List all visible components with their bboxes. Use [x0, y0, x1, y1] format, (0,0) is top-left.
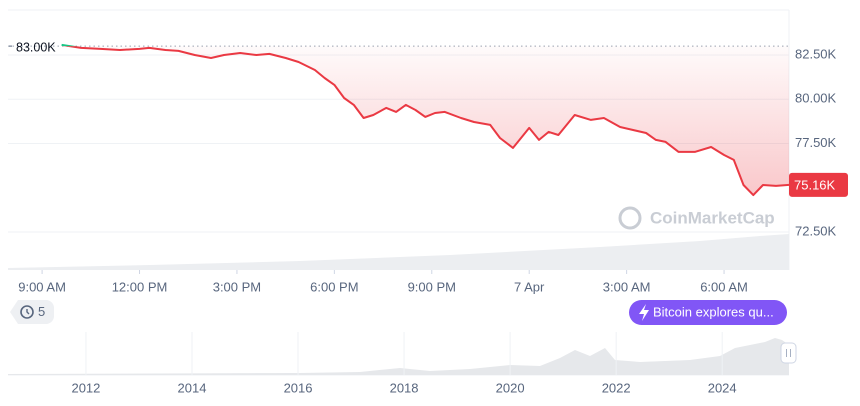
x-tick-label: 9:00 AM: [18, 279, 66, 294]
volume-area: [8, 234, 789, 270]
x-tick-label: 9:00 PM: [408, 279, 456, 294]
x-tick-label: 12:00 PM: [112, 279, 168, 294]
navigator-handle[interactable]: [780, 342, 797, 364]
last-value-badge: [789, 172, 848, 197]
navigator-year-label: 2018: [390, 380, 419, 395]
watermark-logo: [618, 206, 642, 230]
y-tick-label: 80.00K: [795, 91, 837, 106]
x-tick-label: 6:00 PM: [310, 279, 358, 294]
watermark-text: CoinMarketCap: [650, 208, 775, 227]
watermark: CoinMarketCap: [618, 206, 775, 230]
history-button[interactable]: 5: [10, 300, 54, 324]
navigator: [8, 332, 797, 376]
x-tick-label: 3:00 PM: [213, 279, 261, 294]
plot: [8, 43, 790, 274]
x-tick-label: 3:00 AM: [603, 279, 651, 294]
navigator-year-label: 2024: [708, 380, 737, 395]
price-line: [62, 46, 790, 197]
news-button-bg[interactable]: [629, 300, 787, 325]
navigator-year-label: 2014: [178, 380, 207, 395]
last-value-label: 75.16K: [794, 177, 836, 192]
navigator-year-label: 2016: [284, 380, 313, 395]
x-tick-label: 6:00 AM: [700, 279, 748, 294]
news-button-text: Bitcoin explores qu...: [653, 304, 774, 319]
y-tick-label: 82.50K: [795, 46, 837, 61]
history-icon-hands: [26, 309, 30, 315]
navigator-year-label: 2022: [602, 380, 631, 395]
navigator-year-label: 2020: [496, 380, 525, 395]
history-icon: [20, 305, 34, 319]
x-tick-label: 7 Apr: [514, 279, 545, 294]
history-button-bg[interactable]: [10, 300, 54, 324]
area: [61, 46, 789, 196]
reference-label: 83.00K: [16, 40, 56, 54]
navigator-year-label: 2012: [71, 380, 100, 395]
y-tick-label: 77.50K: [795, 135, 837, 150]
navigator-area: [8, 338, 789, 375]
news-button[interactable]: Bitcoin explores qu...: [629, 300, 787, 325]
y-tick-label: 72.50K: [795, 223, 837, 238]
history-count: 5: [38, 304, 45, 319]
lightning-icon: [639, 304, 649, 321]
